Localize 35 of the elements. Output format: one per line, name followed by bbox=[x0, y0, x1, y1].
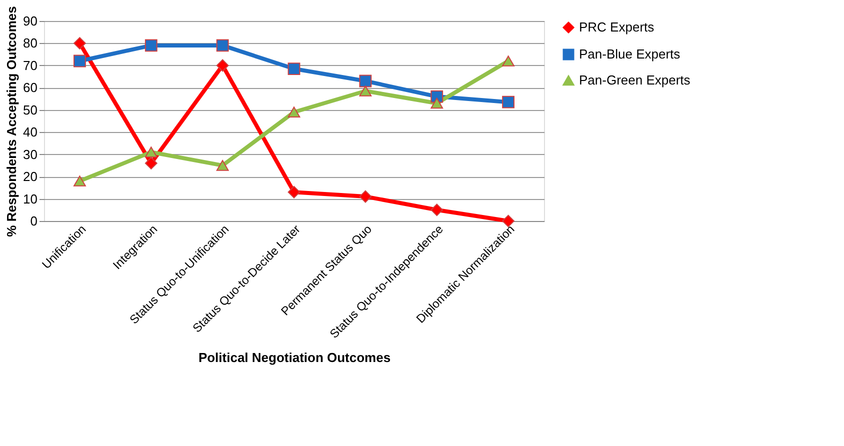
y-tick-label: 20 bbox=[23, 169, 38, 184]
point bbox=[502, 214, 514, 228]
y-tick-label: 60 bbox=[23, 80, 38, 96]
point bbox=[359, 190, 372, 203]
y-tick-label: 50 bbox=[23, 102, 38, 118]
y-tick-label: 0 bbox=[30, 214, 38, 228]
legend-label: Pan-Green Experts bbox=[579, 72, 691, 88]
y-tick-label: 70 bbox=[23, 58, 38, 73]
point bbox=[288, 106, 300, 118]
point bbox=[430, 204, 444, 216]
y-axis-title: % Respondents Accepting Outcomes bbox=[4, 6, 20, 237]
y-tick-label: 30 bbox=[23, 146, 38, 162]
x-axis-title: Political Negotiation Outcomes bbox=[198, 350, 391, 366]
point bbox=[430, 98, 444, 109]
point bbox=[144, 157, 158, 170]
y-tick-label: 10 bbox=[23, 191, 38, 206]
point bbox=[144, 39, 158, 52]
point bbox=[144, 146, 158, 158]
point bbox=[359, 86, 372, 96]
point bbox=[502, 56, 514, 66]
point bbox=[74, 54, 86, 68]
legend-label: Pan-Blue Experts bbox=[579, 46, 681, 62]
point bbox=[74, 37, 86, 50]
point bbox=[359, 74, 372, 88]
point bbox=[502, 96, 514, 108]
point bbox=[216, 59, 229, 72]
point bbox=[216, 160, 229, 171]
y-tick-label: 40 bbox=[23, 124, 38, 140]
y-tick-label: 80 bbox=[23, 36, 38, 51]
point bbox=[288, 62, 300, 75]
point bbox=[288, 186, 300, 198]
y-tick-label: 90 bbox=[23, 14, 38, 28]
legend-label: PRC Experts bbox=[579, 20, 655, 34]
point bbox=[216, 39, 229, 52]
point bbox=[74, 176, 86, 186]
